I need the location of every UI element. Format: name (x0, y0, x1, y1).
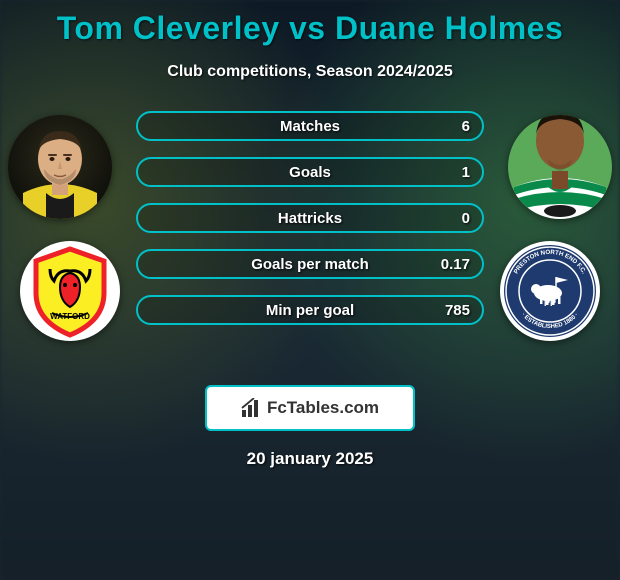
stat-row: Min per goal 785 (136, 295, 484, 325)
svg-text:WATFORD: WATFORD (50, 312, 90, 321)
stat-label: Goals (289, 164, 331, 181)
brand-text: FcTables.com (267, 398, 379, 418)
brand-box[interactable]: FcTables.com (205, 385, 415, 431)
stat-row: Goals 1 (136, 157, 484, 187)
svg-text:PP: PP (544, 298, 556, 308)
stat-value-right: 6 (462, 118, 470, 135)
stat-value-right: 785 (445, 302, 470, 319)
player-left-avatar (8, 115, 112, 219)
stat-label: Min per goal (266, 302, 354, 319)
stat-label: Goals per match (251, 256, 369, 273)
stat-row: Hattricks 0 (136, 203, 484, 233)
stat-row: Goals per match 0.17 (136, 249, 484, 279)
preston-crest-icon: PP PRESTON NORTH END F.C. · ESTABLISHED … (500, 241, 600, 341)
club-right-badge: PP PRESTON NORTH END F.C. · ESTABLISHED … (500, 241, 600, 341)
player-right-portrait (508, 115, 612, 219)
player-left-portrait (8, 115, 112, 219)
stat-value-right: 0 (462, 210, 470, 227)
content-wrapper: Tom Cleverley vs Duane Holmes Club compe… (0, 0, 620, 580)
stat-value-right: 0.17 (441, 256, 470, 273)
bar-chart-icon (241, 398, 263, 418)
page-title: Tom Cleverley vs Duane Holmes (0, 0, 620, 47)
stats-column: Matches 6 Goals 1 Hattricks 0 Goals per … (136, 111, 484, 341)
stat-value-right: 1 (462, 164, 470, 181)
date-text: 20 january 2025 (0, 449, 620, 469)
stat-row: Matches 6 (136, 111, 484, 141)
main-row: WATFORD PP (0, 111, 620, 371)
subtitle: Club competitions, Season 2024/2025 (0, 63, 620, 81)
stat-label: Matches (280, 118, 340, 135)
stat-label: Hattricks (278, 210, 342, 227)
watford-crest-icon: WATFORD (20, 241, 120, 341)
club-left-badge: WATFORD (20, 241, 120, 341)
player-right-avatar (508, 115, 612, 219)
